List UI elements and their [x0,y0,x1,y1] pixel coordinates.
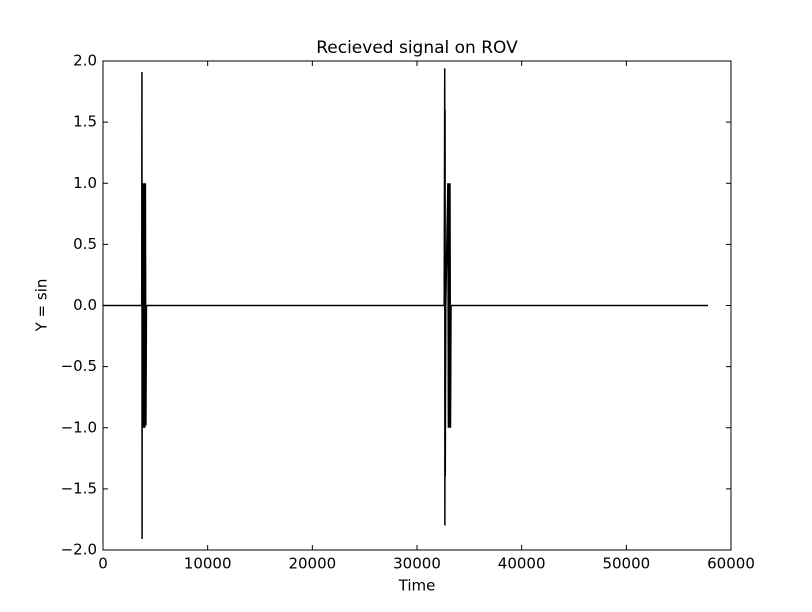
y-tick-label: 0.0 [73,296,97,314]
y-tick-label: −0.5 [61,357,97,375]
x-axis-label: Time [398,577,436,595]
y-tick-label: 2.0 [73,52,97,70]
x-tick-label: 40000 [498,555,546,573]
y-axis-label: Y = sin [33,279,51,333]
x-tick-label: 60000 [707,555,755,573]
chart-title: Recieved signal on ROV [316,38,518,58]
signal-line [103,68,708,540]
y-tick-label: −1.0 [61,418,97,436]
y-tick-label: 1.5 [73,113,97,131]
plot-frame [102,60,732,551]
x-tick-label: 20000 [288,555,336,573]
y-tick-label: −2.0 [61,541,97,559]
y-tick-label: 0.5 [73,235,97,253]
x-tick-label: 10000 [184,555,232,573]
y-tick-label: 1.0 [73,174,97,192]
x-tick-label: 50000 [602,555,650,573]
x-tick-label: 0 [98,555,108,573]
x-tick-label: 30000 [393,555,441,573]
y-tick-label: −1.5 [61,479,97,497]
